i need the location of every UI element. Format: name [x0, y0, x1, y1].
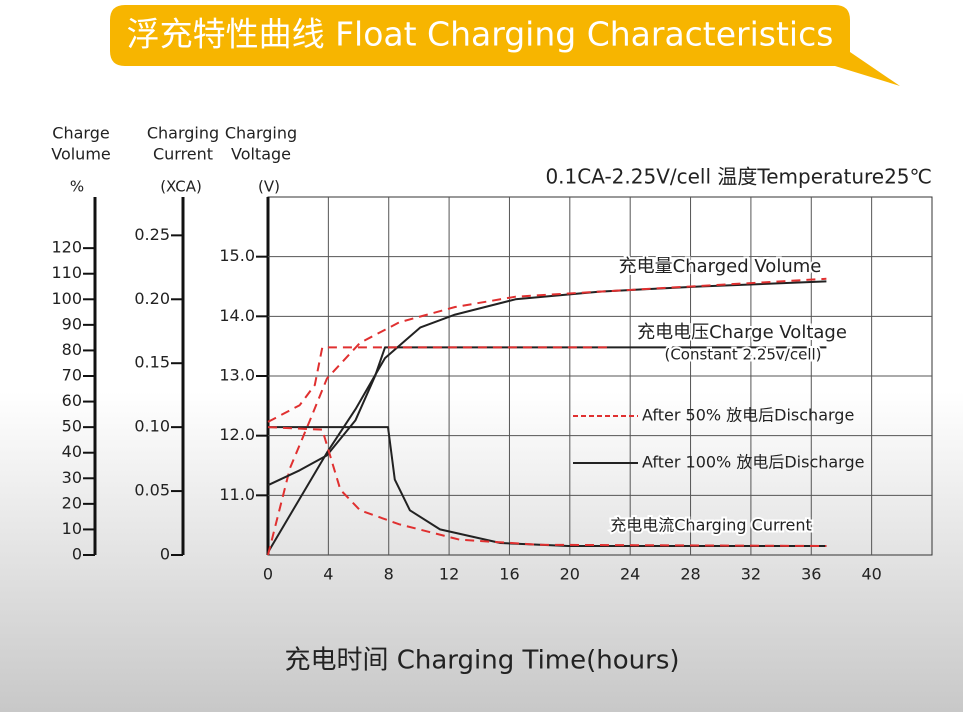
tick-label: 110: [51, 263, 82, 282]
tick-label: 90: [62, 314, 82, 333]
tick-label: 0.10: [134, 417, 170, 436]
chart-title: 浮充特性曲线 Float Charging Characteristics: [127, 15, 834, 54]
curve-label: 充电电流Charging Current: [610, 516, 812, 535]
x-tick-label: 16: [499, 565, 519, 584]
tick-label: 40: [62, 442, 82, 461]
tick-label: 0: [160, 545, 170, 564]
axis-title: Current: [153, 145, 213, 164]
x-tick-label: 20: [560, 565, 580, 584]
tick-label: 0.20: [134, 289, 170, 308]
x-tick-label: 28: [680, 565, 700, 584]
tick-label: 11.0: [219, 485, 255, 504]
axis-title: Volume: [51, 145, 111, 164]
x-tick-label: 24: [620, 565, 640, 584]
tick-label: 13.0: [219, 366, 255, 385]
x-tick-label: 40: [861, 565, 881, 584]
axis-title: Charging: [225, 124, 297, 143]
tick-label: 0: [72, 545, 82, 564]
tick-label: 0.15: [134, 353, 170, 372]
x-tick-label: 0: [263, 565, 273, 584]
curve-label: 充电电压Charge Voltage: [637, 322, 847, 343]
tick-label: 14.0: [219, 306, 255, 325]
axis-title: Charge: [52, 124, 109, 143]
axis-unit: (V): [258, 178, 280, 196]
tick-label: 120: [51, 238, 82, 257]
tick-label: 20: [62, 493, 82, 512]
x-tick-label: 12: [439, 565, 459, 584]
title-banner: [110, 5, 900, 86]
tick-label: 10: [62, 519, 82, 538]
x-tick-label: 4: [323, 565, 333, 584]
series-line: [267, 277, 827, 556]
x-tick-label: 32: [741, 565, 761, 584]
tick-label: 60: [62, 391, 82, 410]
tick-label: 70: [62, 366, 82, 385]
series-line: [267, 426, 827, 547]
tick-label: 80: [62, 340, 82, 359]
x-axis-title: 充电时间 Charging Time(hours): [284, 646, 679, 676]
curve-label: 充电量Charged Volume: [619, 256, 822, 277]
axis-unit: %: [70, 178, 84, 196]
legend-label: After 50% 放电后Discharge: [642, 406, 854, 425]
x-tick-label: 36: [801, 565, 821, 584]
x-tick-label: 8: [384, 565, 394, 584]
curve-label: (Constant 2.25v/cell): [664, 346, 821, 364]
series-line: [267, 346, 611, 423]
tick-label: 15.0: [219, 246, 255, 265]
tick-label: 0.25: [134, 225, 170, 244]
series-line: [267, 346, 827, 487]
axis-title: Charging: [147, 124, 219, 143]
plot-layer: 0 4 8 12 16 20 24 28 32 36 40 0 10 20 30 40 50 60 70 80 90 10…: [51, 124, 932, 584]
axis-title: Voltage: [231, 145, 291, 164]
tick-label: 30: [62, 468, 82, 487]
legend-label: After 100% 放电后Discharge: [642, 453, 864, 472]
tick-label: 100: [51, 289, 82, 308]
axis-unit: (XCA): [160, 178, 202, 196]
tick-label: 12.0: [219, 425, 255, 444]
tick-label: 50: [62, 417, 82, 436]
tick-label: 0.05: [134, 481, 170, 500]
subtitle: 0.1CA-2.25V/cell 温度Temperature25℃: [545, 165, 932, 189]
